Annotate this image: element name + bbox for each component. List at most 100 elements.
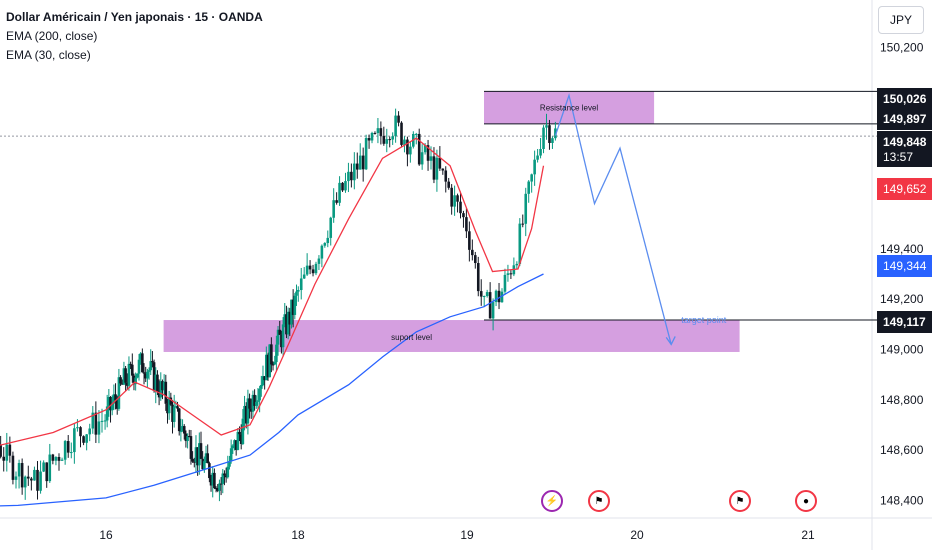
symbol-title[interactable]: Dollar Américain / Yen japonais · 15 · O… — [6, 10, 263, 24]
candle-body — [270, 344, 273, 365]
candle-body — [82, 436, 85, 443]
candle-body — [14, 476, 18, 480]
candle-body — [515, 263, 519, 266]
candle-body — [124, 368, 127, 383]
resistance-label: Resistance level — [540, 104, 598, 113]
candle-body — [373, 132, 377, 134]
candle-body — [184, 433, 188, 442]
candle-body — [261, 376, 265, 386]
candle-body — [211, 472, 215, 486]
candle-body — [48, 454, 52, 482]
candle-body — [266, 354, 270, 378]
candle-body — [444, 170, 448, 182]
candle-body — [288, 311, 292, 325]
candle-body — [329, 217, 333, 238]
candle-body — [234, 440, 238, 450]
candle-body — [39, 471, 42, 491]
candle-body — [364, 138, 368, 170]
candle-body — [57, 456, 61, 461]
candle-body — [30, 478, 33, 481]
projection-arrowhead — [665, 336, 676, 346]
candle-body — [256, 400, 260, 402]
price-tag-resistance-bottom: 149,897 — [877, 108, 932, 130]
candle-body — [268, 344, 271, 378]
currency-button[interactable]: JPY — [878, 6, 924, 34]
candle-body — [276, 329, 280, 345]
candle-body — [216, 488, 220, 491]
candle-body — [361, 155, 365, 170]
candle-body — [114, 394, 117, 401]
record-icon[interactable]: ● — [795, 490, 817, 512]
candle-body — [435, 157, 439, 180]
lightning-icon[interactable]: ⚡ — [541, 490, 563, 512]
candle-body — [60, 459, 64, 461]
candle-body — [79, 427, 82, 437]
candle-body — [296, 290, 300, 292]
candle-body — [142, 372, 146, 374]
candle-body — [23, 476, 27, 488]
candle-body — [456, 195, 459, 202]
candle-body — [473, 255, 477, 264]
candle-body — [271, 364, 275, 366]
indicator-ema30[interactable]: EMA (30, close) — [6, 48, 91, 62]
candle-body — [542, 127, 545, 150]
candle-body — [341, 182, 344, 191]
candle-body — [127, 363, 131, 386]
candle-body — [500, 291, 504, 303]
candle-body — [254, 401, 258, 406]
candle-body — [248, 398, 251, 409]
candle-body — [134, 377, 137, 385]
candle-body — [290, 299, 293, 325]
candle-body — [105, 406, 109, 421]
candle-body — [218, 483, 221, 491]
candle-body — [137, 359, 141, 374]
us-flag-icon[interactable]: ⚑ — [729, 490, 751, 512]
candle-body — [174, 406, 178, 408]
candle-body — [548, 125, 551, 143]
candle-body — [494, 290, 498, 303]
candle-body — [166, 403, 169, 414]
candle-body — [476, 263, 480, 292]
candle-body — [51, 454, 55, 461]
support-label: suport level — [391, 333, 432, 342]
candle-body — [524, 193, 528, 224]
candle-body — [164, 381, 168, 404]
candle-body — [186, 436, 189, 442]
us-flag-icon[interactable]: ⚑ — [588, 490, 610, 512]
indicator-ema200[interactable]: EMA (200, close) — [6, 29, 98, 43]
candle-body — [69, 452, 73, 454]
candle-body — [409, 146, 412, 155]
candle-body — [109, 396, 112, 411]
candle-body — [482, 296, 486, 298]
candle-body — [196, 447, 199, 466]
candle-body — [305, 265, 309, 275]
candle-body — [5, 444, 9, 461]
y-tick-label: 149,200 — [880, 292, 924, 306]
candle-body — [391, 136, 394, 140]
y-tick-label: 148,400 — [880, 493, 924, 507]
candle-body — [273, 362, 277, 365]
candle-body — [462, 213, 465, 218]
candle-body — [171, 404, 174, 422]
price-tag-support: 149,117 — [877, 311, 932, 333]
candle-body — [219, 483, 223, 485]
candle-body — [332, 200, 335, 218]
candle-body — [291, 299, 295, 315]
candle-body — [115, 400, 119, 409]
candle-body — [488, 292, 492, 319]
candle-body — [388, 139, 392, 141]
candle-body — [161, 381, 164, 391]
candle-body — [265, 354, 268, 381]
candle-body — [189, 436, 193, 459]
candle-body — [506, 273, 510, 275]
candle-body — [149, 361, 153, 371]
candle-body — [151, 361, 154, 363]
candle-body — [141, 353, 144, 373]
candle-body — [243, 405, 246, 419]
candle-body — [76, 427, 79, 429]
candle-body — [308, 265, 312, 270]
candle-body — [317, 258, 321, 264]
candle-body — [355, 163, 359, 170]
candle-body — [204, 453, 208, 462]
